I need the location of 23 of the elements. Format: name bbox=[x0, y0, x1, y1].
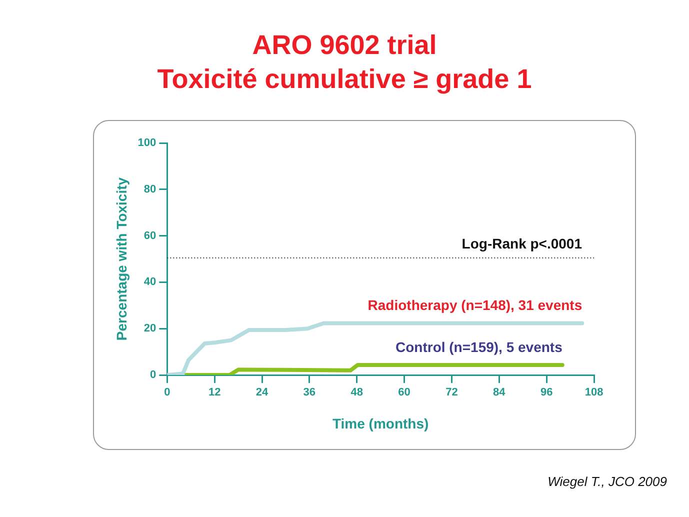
x-tick-label: 36 bbox=[303, 386, 316, 399]
y-tick-label: 100 bbox=[138, 137, 156, 150]
y-tick-label: 0 bbox=[150, 369, 156, 382]
x-tick-label: 24 bbox=[256, 386, 269, 399]
ref-line-label: Log-Rank p<.0001 bbox=[462, 236, 582, 252]
series-label: Radiotherapy (n=148), 31 events bbox=[368, 297, 582, 314]
x-axis-title: Time (months) bbox=[332, 415, 429, 432]
x-tick-label: 108 bbox=[584, 386, 604, 399]
x-tick-label: 0 bbox=[164, 386, 170, 399]
x-tick-label: 84 bbox=[493, 386, 506, 399]
x-tick-label: 96 bbox=[540, 386, 553, 399]
x-tick-label: 12 bbox=[208, 386, 221, 399]
chart-title: ARO 9602 trial Toxicité cumulative ≥ grade 1 bbox=[156, 29, 533, 96]
series-label: Control (n=159), 5 events bbox=[395, 338, 563, 355]
text: Wiegel T., JCO 2009 bbox=[548, 474, 667, 489]
y-tick-label: 60 bbox=[144, 230, 156, 242]
y-tick-label: 40 bbox=[144, 276, 156, 288]
y-tick-label: 80 bbox=[144, 183, 156, 196]
x-tick-label: 48 bbox=[350, 386, 363, 399]
y-axis-title: Percentage with Toxicity bbox=[113, 177, 130, 341]
x-tick-label: 60 bbox=[398, 386, 410, 399]
x-tick-label: 72 bbox=[446, 386, 458, 399]
y-tick-label: 20 bbox=[144, 322, 156, 335]
